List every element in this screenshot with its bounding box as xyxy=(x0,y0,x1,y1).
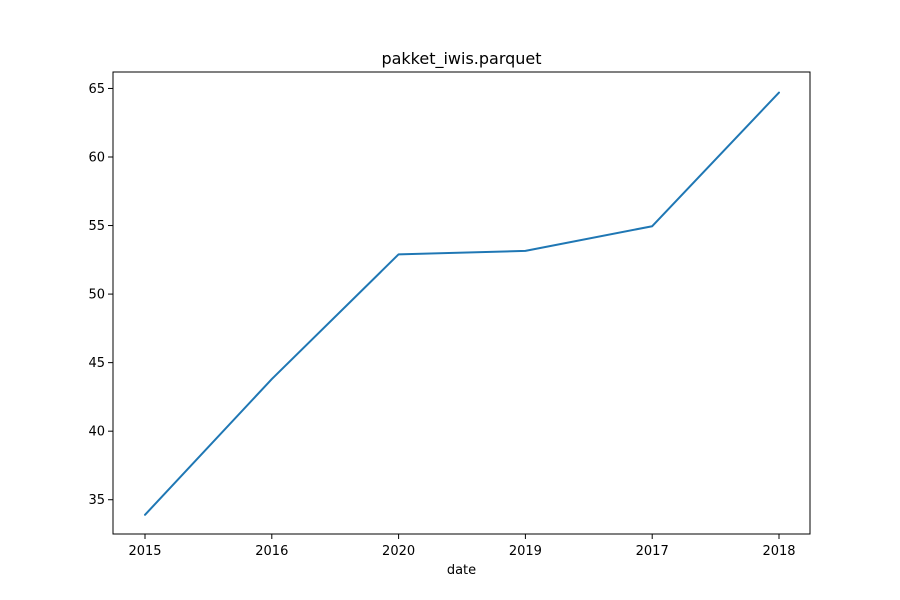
y-tick-label: 40 xyxy=(88,425,105,440)
series-layer xyxy=(144,91,780,516)
x-tick-label: 2019 xyxy=(509,544,542,559)
x-tick-label: 2017 xyxy=(636,544,669,559)
x-tick-label: 2016 xyxy=(255,544,288,559)
x-axis-label: date xyxy=(447,563,476,578)
y-tick-label: 55 xyxy=(88,219,105,234)
y-tick-label: 60 xyxy=(88,150,105,165)
series-line xyxy=(144,91,780,516)
x-tick-label: 2015 xyxy=(128,544,161,559)
x-tick-label: 2018 xyxy=(762,544,795,559)
x-axis: 2015 2016 2020 2019 2017 2018 xyxy=(128,534,796,559)
y-axis: 35 40 45 50 55 60 65 xyxy=(88,82,113,508)
y-tick-label: 35 xyxy=(88,493,105,508)
plot-frame xyxy=(112,71,811,535)
x-tick-label: 2020 xyxy=(382,544,415,559)
y-tick-label: 45 xyxy=(88,356,105,371)
y-tick-label: 50 xyxy=(88,288,105,303)
y-tick-label: 65 xyxy=(88,82,105,97)
chart-title: pakket_iwis.parquet xyxy=(381,49,541,69)
